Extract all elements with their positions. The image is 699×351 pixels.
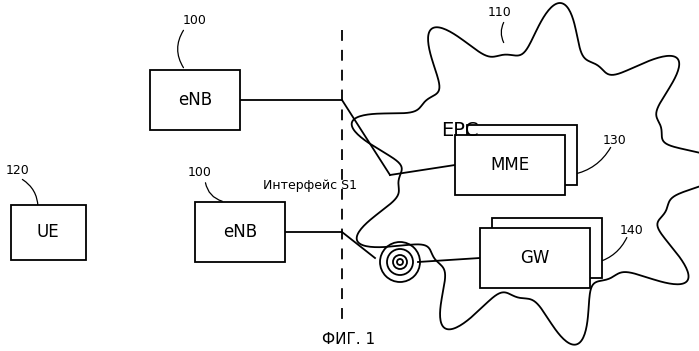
Text: 100: 100 xyxy=(188,166,212,179)
Text: EPC: EPC xyxy=(441,120,479,139)
Bar xyxy=(455,135,565,195)
Text: 110: 110 xyxy=(488,6,512,19)
Text: Интерфейс S1: Интерфейс S1 xyxy=(263,179,357,192)
Text: ФИГ. 1: ФИГ. 1 xyxy=(322,332,375,347)
Bar xyxy=(10,205,85,259)
Text: 140: 140 xyxy=(620,224,644,237)
Text: eNB: eNB xyxy=(178,91,212,109)
Text: 120: 120 xyxy=(6,164,30,177)
Polygon shape xyxy=(352,3,699,345)
Bar xyxy=(150,70,240,130)
Bar xyxy=(480,228,590,288)
Text: UE: UE xyxy=(36,223,59,241)
Bar xyxy=(492,218,602,278)
Text: GW: GW xyxy=(520,249,549,267)
Bar xyxy=(195,202,285,262)
Text: eNB: eNB xyxy=(223,223,257,241)
Text: MME: MME xyxy=(491,156,530,174)
Text: 100: 100 xyxy=(183,13,207,26)
Text: 130: 130 xyxy=(603,133,627,146)
Bar xyxy=(467,125,577,185)
